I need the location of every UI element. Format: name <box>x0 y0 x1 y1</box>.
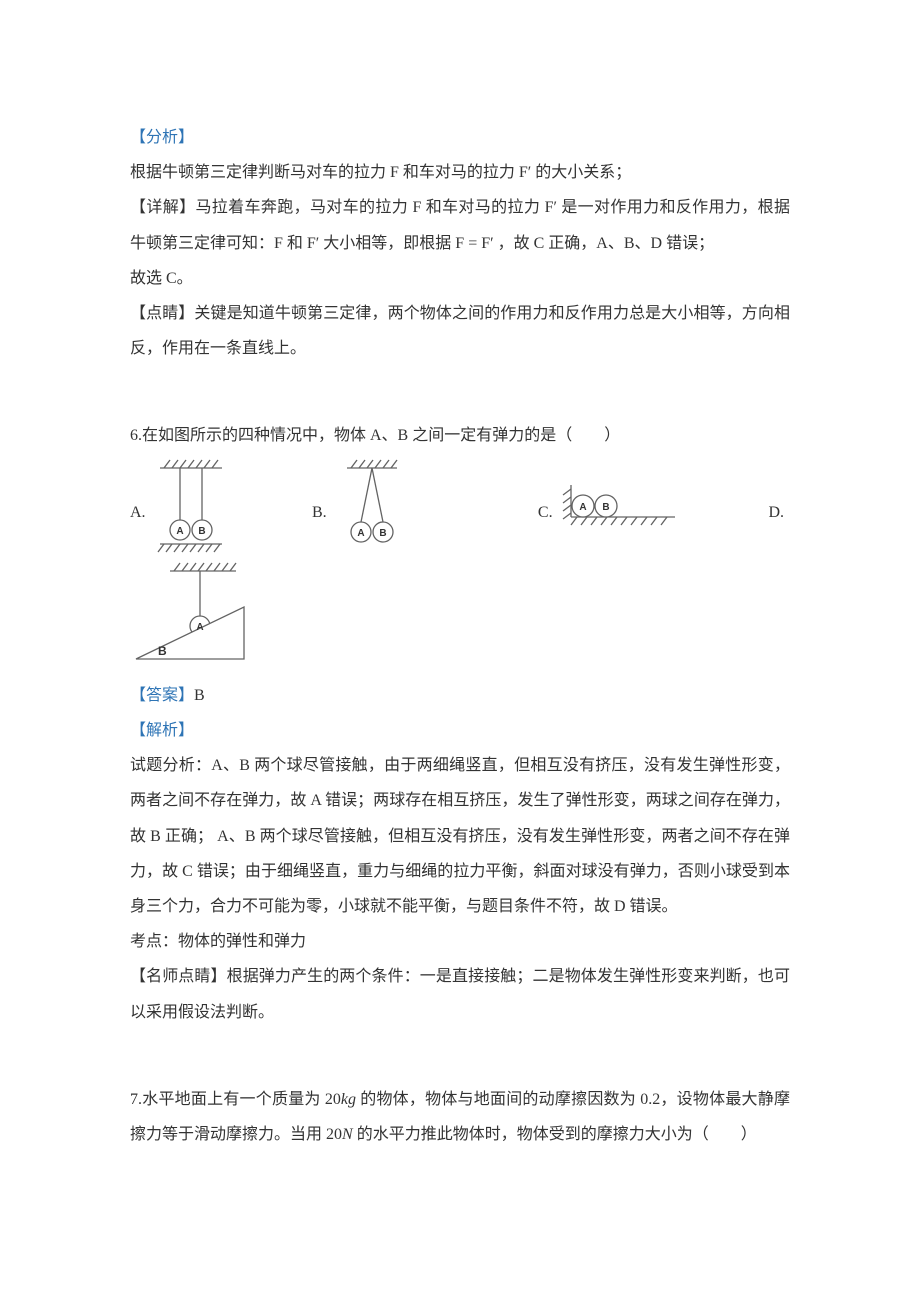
option-label-C: C. <box>538 495 553 530</box>
svg-text:B: B <box>198 526 205 537</box>
label-topic: 考点： <box>130 933 178 950</box>
label-analysis: 【分析】 <box>130 129 194 146</box>
q6-topic: 考点：物体的弹性和弹力 <box>130 924 790 959</box>
diagram-q6-A: A B <box>152 458 230 567</box>
q7-stem: 7.水平地面上有一个质量为 20kg 的物体，物体与地面间的动摩擦因数为 0.2… <box>130 1082 790 1152</box>
q7-stem-3: 的水平力推此物体时，物体受到的摩擦力大小为（ ） <box>353 1126 757 1143</box>
q6-option-D-diagram-row: A B <box>130 561 790 678</box>
q6-stem: 6.在如图所示的四种情况中，物体 A、B 之间一定有弹力的是（ ） <box>130 418 790 453</box>
q6-master: 【名师点睛】根据弹力产生的两个条件：一是直接接触；二是物体发生弹性形变来判断，也… <box>130 959 790 1029</box>
q5-tip: 【点睛】关键是知道牛顿第三定律，两个物体之间的作用力和反作用力总是大小相等，方向… <box>130 296 790 366</box>
q6-explain-text: A、B 两个球尽管接触，由于两细绳竖直，但相互没有挤压，没有发生弹性形变，两者之… <box>130 757 790 915</box>
q5-detail-body-2: 故选 C。 <box>130 261 790 296</box>
option-label-B: B. <box>312 495 327 530</box>
q6-options-row: A. A B B. <box>130 458 790 567</box>
q5-tip-body: 关键是知道牛顿第三定律，两个物体之间的作用力和反作用力总是大小相等，方向相反，作… <box>130 305 790 357</box>
label-detail: 【详解】 <box>130 199 195 216</box>
diagram-q6-B: A B <box>333 458 411 567</box>
diagram-q6-C: A B <box>559 483 679 542</box>
svg-text:A: A <box>357 528 364 539</box>
q5-analysis-body: 根据牛顿第三定律判断马对车的拉力 F 和车对马的拉力 F′ 的大小关系； <box>130 155 790 190</box>
svg-text:A: A <box>579 502 586 513</box>
spacer <box>130 366 790 418</box>
q7-mass: 20kg <box>325 1091 356 1108</box>
diagram-q6-D: A B <box>130 561 250 678</box>
q6-topic-body: 物体的弹性和弹力 <box>178 933 306 950</box>
option-label-D: D. <box>768 495 784 530</box>
q5-detail-body-1: 马拉着车奔跑，马对车的拉力 F 和车对马的拉力 F′ 是一对作用力和反作用力，根… <box>130 199 790 251</box>
q6-master-body: 根据弹力产生的两个条件：一是直接接触；二是物体发生弹性形变来判断，也可以采用假设… <box>130 968 790 1020</box>
q6-explain-label: 【解析】 <box>130 713 790 748</box>
option-label-A: A. <box>130 495 146 530</box>
q5-detail: 【详解】马拉着车奔跑，马对车的拉力 F 和车对马的拉力 F′ 是一对作用力和反作… <box>130 190 790 260</box>
label-answer: 【答案】 <box>130 687 194 704</box>
q7-stem-1: 7.水平地面上有一个质量为 <box>130 1091 325 1108</box>
q6-answer: 【答案】B <box>130 678 790 713</box>
q5-analysis: 【分析】 <box>130 120 790 155</box>
q6-explain-prefix: 试题分析： <box>130 757 211 774</box>
label-explain: 【解析】 <box>130 722 194 739</box>
q6-explain-body: 试题分析：A、B 两个球尽管接触，由于两细绳竖直，但相互没有挤压，没有发生弹性形… <box>130 748 790 924</box>
svg-text:A: A <box>176 526 183 537</box>
svg-text:B: B <box>602 502 609 513</box>
svg-text:B: B <box>379 528 386 539</box>
label-master: 【名师点睛】 <box>130 968 227 985</box>
svg-text:B: B <box>158 644 167 658</box>
svg-text:A: A <box>196 622 203 633</box>
q6-answer-value: B <box>194 687 205 704</box>
spacer <box>130 1030 790 1082</box>
q7-force: 20N <box>326 1126 353 1143</box>
label-tip: 【点睛】 <box>130 305 194 322</box>
